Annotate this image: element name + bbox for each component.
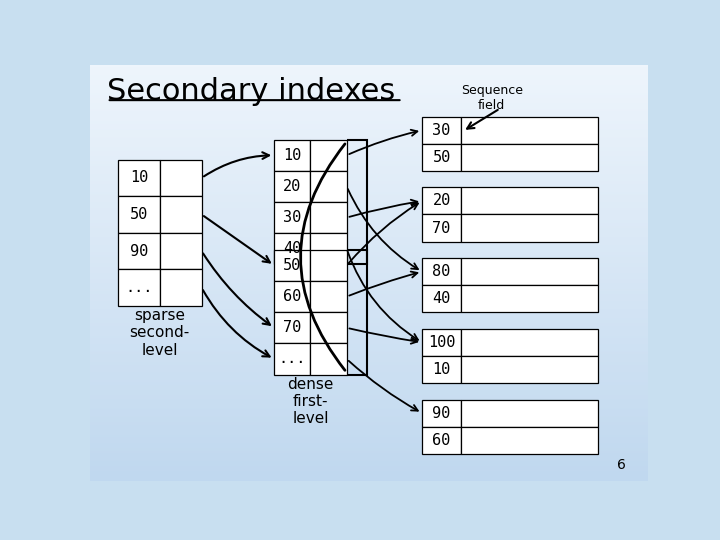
Bar — [118, 160, 160, 196]
Bar — [274, 202, 310, 233]
Bar — [274, 171, 310, 202]
Text: 50: 50 — [130, 207, 148, 222]
Bar — [461, 400, 598, 427]
Text: 50: 50 — [283, 258, 302, 273]
Bar — [461, 258, 598, 285]
Bar — [118, 269, 160, 306]
Text: 100: 100 — [428, 335, 455, 350]
Bar — [422, 356, 461, 383]
Bar — [461, 356, 598, 383]
Text: ...: ... — [279, 352, 306, 367]
Text: 40: 40 — [433, 291, 451, 306]
Bar — [461, 329, 598, 356]
Text: 6: 6 — [617, 458, 626, 472]
Text: 60: 60 — [433, 433, 451, 448]
Text: 40: 40 — [283, 241, 302, 256]
Bar — [461, 117, 598, 144]
Bar — [160, 269, 202, 306]
Text: 30: 30 — [283, 210, 302, 225]
Bar — [310, 250, 346, 281]
Bar — [310, 233, 346, 265]
Bar — [160, 233, 202, 269]
Bar — [274, 281, 310, 312]
Bar — [274, 233, 310, 265]
Text: 50: 50 — [433, 150, 451, 165]
Text: Secondary indexes: Secondary indexes — [107, 77, 395, 106]
Text: 10: 10 — [433, 362, 451, 377]
Text: Sequence
field: Sequence field — [461, 84, 523, 112]
Text: ...: ... — [125, 280, 153, 295]
Bar — [422, 187, 461, 214]
Bar — [461, 214, 598, 241]
Text: 20: 20 — [433, 193, 451, 208]
Bar — [461, 285, 598, 312]
Bar — [310, 171, 346, 202]
Bar — [274, 140, 310, 171]
Bar — [422, 400, 461, 427]
Text: 70: 70 — [433, 220, 451, 235]
Bar — [422, 285, 461, 312]
Text: 60: 60 — [283, 289, 302, 304]
Text: 90: 90 — [433, 406, 451, 421]
Bar — [422, 144, 461, 171]
Bar — [422, 427, 461, 454]
Bar — [118, 233, 160, 269]
Text: dense
first-
level: dense first- level — [287, 377, 333, 427]
Bar — [310, 343, 346, 375]
Bar — [310, 202, 346, 233]
Bar — [461, 187, 598, 214]
Bar — [422, 329, 461, 356]
Bar — [310, 140, 346, 171]
Bar — [422, 117, 461, 144]
Bar — [274, 250, 310, 281]
Bar — [160, 196, 202, 233]
Bar — [274, 343, 310, 375]
Bar — [422, 214, 461, 241]
Text: 10: 10 — [283, 148, 302, 163]
Text: 70: 70 — [283, 320, 302, 335]
Bar — [310, 312, 346, 343]
Text: sparse
second-
level: sparse second- level — [130, 308, 190, 358]
Text: 30: 30 — [433, 123, 451, 138]
Bar — [274, 312, 310, 343]
Bar — [310, 281, 346, 312]
Bar — [422, 258, 461, 285]
Bar — [118, 196, 160, 233]
Text: 10: 10 — [130, 171, 148, 185]
Bar — [461, 144, 598, 171]
Text: 20: 20 — [283, 179, 302, 194]
Bar — [160, 160, 202, 196]
Text: 90: 90 — [130, 244, 148, 259]
Bar — [461, 427, 598, 454]
Text: 80: 80 — [433, 264, 451, 279]
